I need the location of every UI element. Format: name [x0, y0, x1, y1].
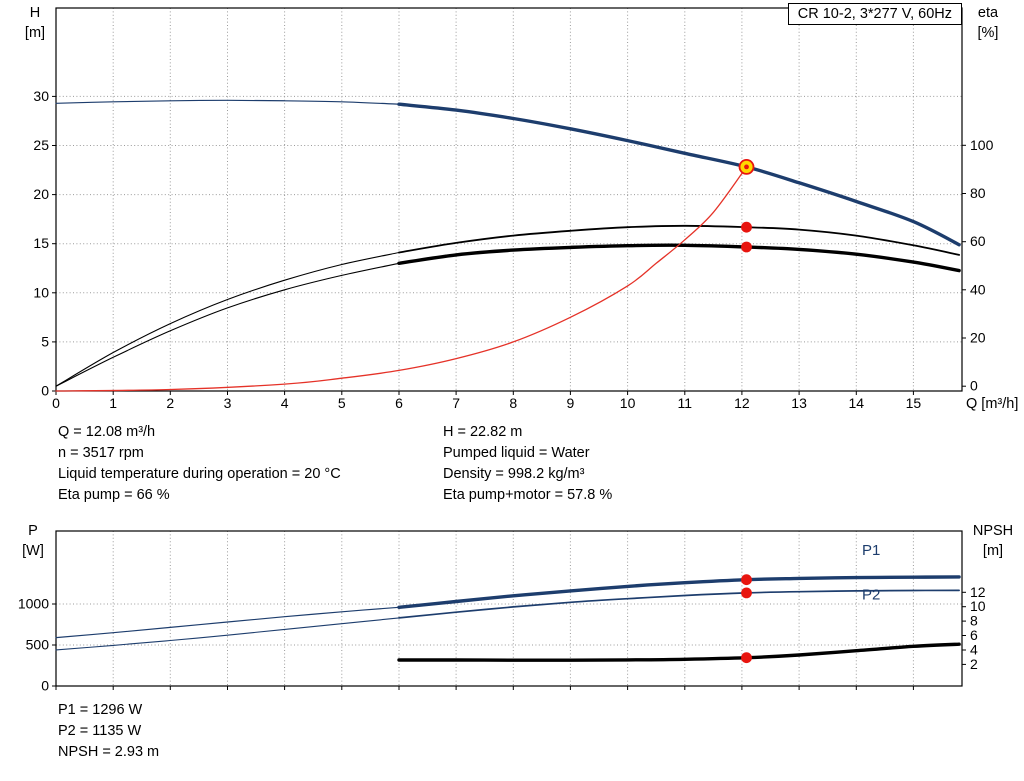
- series-npsh-curve: [397, 642, 961, 662]
- series-label-p1: P1: [862, 542, 880, 559]
- y-left-tick-label: 500: [26, 637, 50, 653]
- q-axis-title: Q [m³/h]: [966, 396, 1019, 412]
- p-axis-unit: [W]: [22, 543, 44, 559]
- pump-model-box: CR 10-2, 3*277 V, 60Hz: [787, 3, 962, 25]
- eta-pump-motor-point: [741, 241, 752, 253]
- p2-point: [741, 587, 752, 599]
- liquid-temperature-readout: Liquid temperature during operation = 20…: [58, 466, 341, 482]
- series-p1-curve-lead: [55, 606, 400, 639]
- series-eta-pump-motor-curve-lead: [55, 262, 400, 387]
- series-head-curve: [397, 102, 961, 247]
- y-left-tick-label: 20: [33, 186, 49, 202]
- series-p1-curve: [397, 575, 961, 609]
- series-eta-pump-curve-lead: [55, 251, 400, 387]
- y-left-tick-label: 25: [33, 137, 49, 153]
- y-left-tick-label: 5: [41, 333, 49, 349]
- operating-point-right-column: H = 22.82 m Pumped liquid = Water Densit…: [443, 422, 612, 506]
- operating-point-left-column: Q = 12.08 m³/h n = 3517 rpm Liquid tempe…: [58, 422, 341, 506]
- p1-readout: P1 = 1296 W: [58, 702, 143, 718]
- x-tick-label: 10: [620, 395, 636, 411]
- npsh-axis-unit: [m]: [982, 543, 1004, 559]
- y-left-tick-label: 0: [41, 383, 49, 399]
- p-axis-symbol: P: [28, 523, 38, 539]
- y-left-tick-label: 0: [41, 678, 49, 694]
- eta-pump-motor-readout: Eta pump+motor = 57.8 %: [443, 487, 613, 503]
- power-npsh-readouts: P1 = 1296 W P2 = 1135 W NPSH = 2.93 m: [58, 700, 159, 763]
- y-left-tick-label: 1000: [18, 596, 49, 612]
- y-right-tick-label: 10: [970, 598, 986, 614]
- eta-pump-readout: Eta pump = 66 %: [58, 487, 170, 503]
- duty-point-center: [744, 164, 749, 170]
- x-tick-label: 0: [52, 395, 60, 411]
- series-p2-curve: [398, 589, 960, 619]
- npsh-axis-symbol: NPSH: [972, 523, 1014, 539]
- eta-axis-title: eta [%]: [970, 3, 1006, 43]
- x-tick-label: 12: [734, 395, 750, 411]
- h-axis-symbol: H: [29, 5, 41, 21]
- y-left-tick-label: 30: [33, 88, 49, 104]
- flow-readout: Q = 12.08 m³/h: [58, 424, 156, 440]
- speed-readout: n = 3517 rpm: [58, 445, 144, 461]
- head-readout: H = 22.82 m: [443, 424, 523, 440]
- head-efficiency-chart: 0 1 2 3 4 5 6 7 8 9 10 11 12 13 14 15051015202530020406…: [33, 7, 994, 411]
- series-p2-curve-lead: [55, 617, 400, 651]
- x-tick-label: 4: [281, 395, 289, 411]
- x-tick-label: 5: [338, 395, 346, 411]
- y-left-tick-label: 15: [33, 235, 49, 251]
- y-right-tick-label: 12: [970, 584, 986, 600]
- x-tick-label: 6: [395, 395, 403, 411]
- y-right-tick-label: 0: [970, 378, 978, 394]
- x-tick-label: 9: [567, 395, 575, 411]
- x-tick-label: 13: [791, 395, 807, 411]
- density-readout: Density = 998.2 kg/m³: [443, 466, 585, 482]
- x-tick-label: 11: [678, 395, 693, 411]
- eta-pump-point: [741, 221, 752, 233]
- npsh-readout: NPSH = 2.93 m: [58, 744, 160, 760]
- x-tick-label: 7: [452, 395, 460, 411]
- y-right-tick-label: 20: [970, 330, 986, 346]
- eta-axis-symbol: eta: [977, 5, 999, 21]
- series-eta-pump-motor-curve: [397, 243, 961, 273]
- pumped-liquid-readout: Pumped liquid = Water: [443, 445, 590, 461]
- y-right-tick-label: 2: [970, 656, 978, 672]
- x-tick-label: 1: [109, 395, 117, 411]
- y-right-tick-label: 4: [970, 642, 978, 658]
- x-tick-label: 8: [509, 395, 517, 411]
- p-axis-title: P [W]: [11, 521, 55, 561]
- eta-axis-unit: [%]: [977, 25, 999, 41]
- y-right-tick-label: 60: [970, 233, 986, 249]
- npsh-point: [741, 652, 752, 664]
- y-right-tick-label: 40: [970, 281, 986, 297]
- series-head-curve-lead: [55, 99, 400, 105]
- series-system-curve: [55, 166, 748, 392]
- p2-readout: P2 = 1135 W: [58, 723, 142, 739]
- x-tick-label: 14: [849, 395, 865, 411]
- x-tick-label: 2: [166, 395, 174, 411]
- p1-point: [741, 574, 752, 586]
- h-axis-unit: [m]: [24, 25, 46, 41]
- h-axis-title: H [m]: [13, 3, 57, 43]
- series-label-p2: P2: [862, 587, 880, 604]
- y-right-tick-label: 100: [970, 137, 994, 153]
- plot-border: [55, 530, 963, 687]
- series-eta-pump-curve: [398, 224, 960, 256]
- y-left-tick-label: 10: [33, 284, 49, 300]
- y-right-tick-label: 6: [970, 627, 978, 643]
- plot-border: [55, 7, 963, 392]
- x-tick-label: 3: [224, 395, 232, 411]
- npsh-axis-title: NPSH [m]: [964, 521, 1022, 561]
- x-tick-label: 15: [906, 395, 922, 411]
- y-right-tick-label: 8: [970, 613, 978, 629]
- y-right-tick-label: 80: [970, 185, 986, 201]
